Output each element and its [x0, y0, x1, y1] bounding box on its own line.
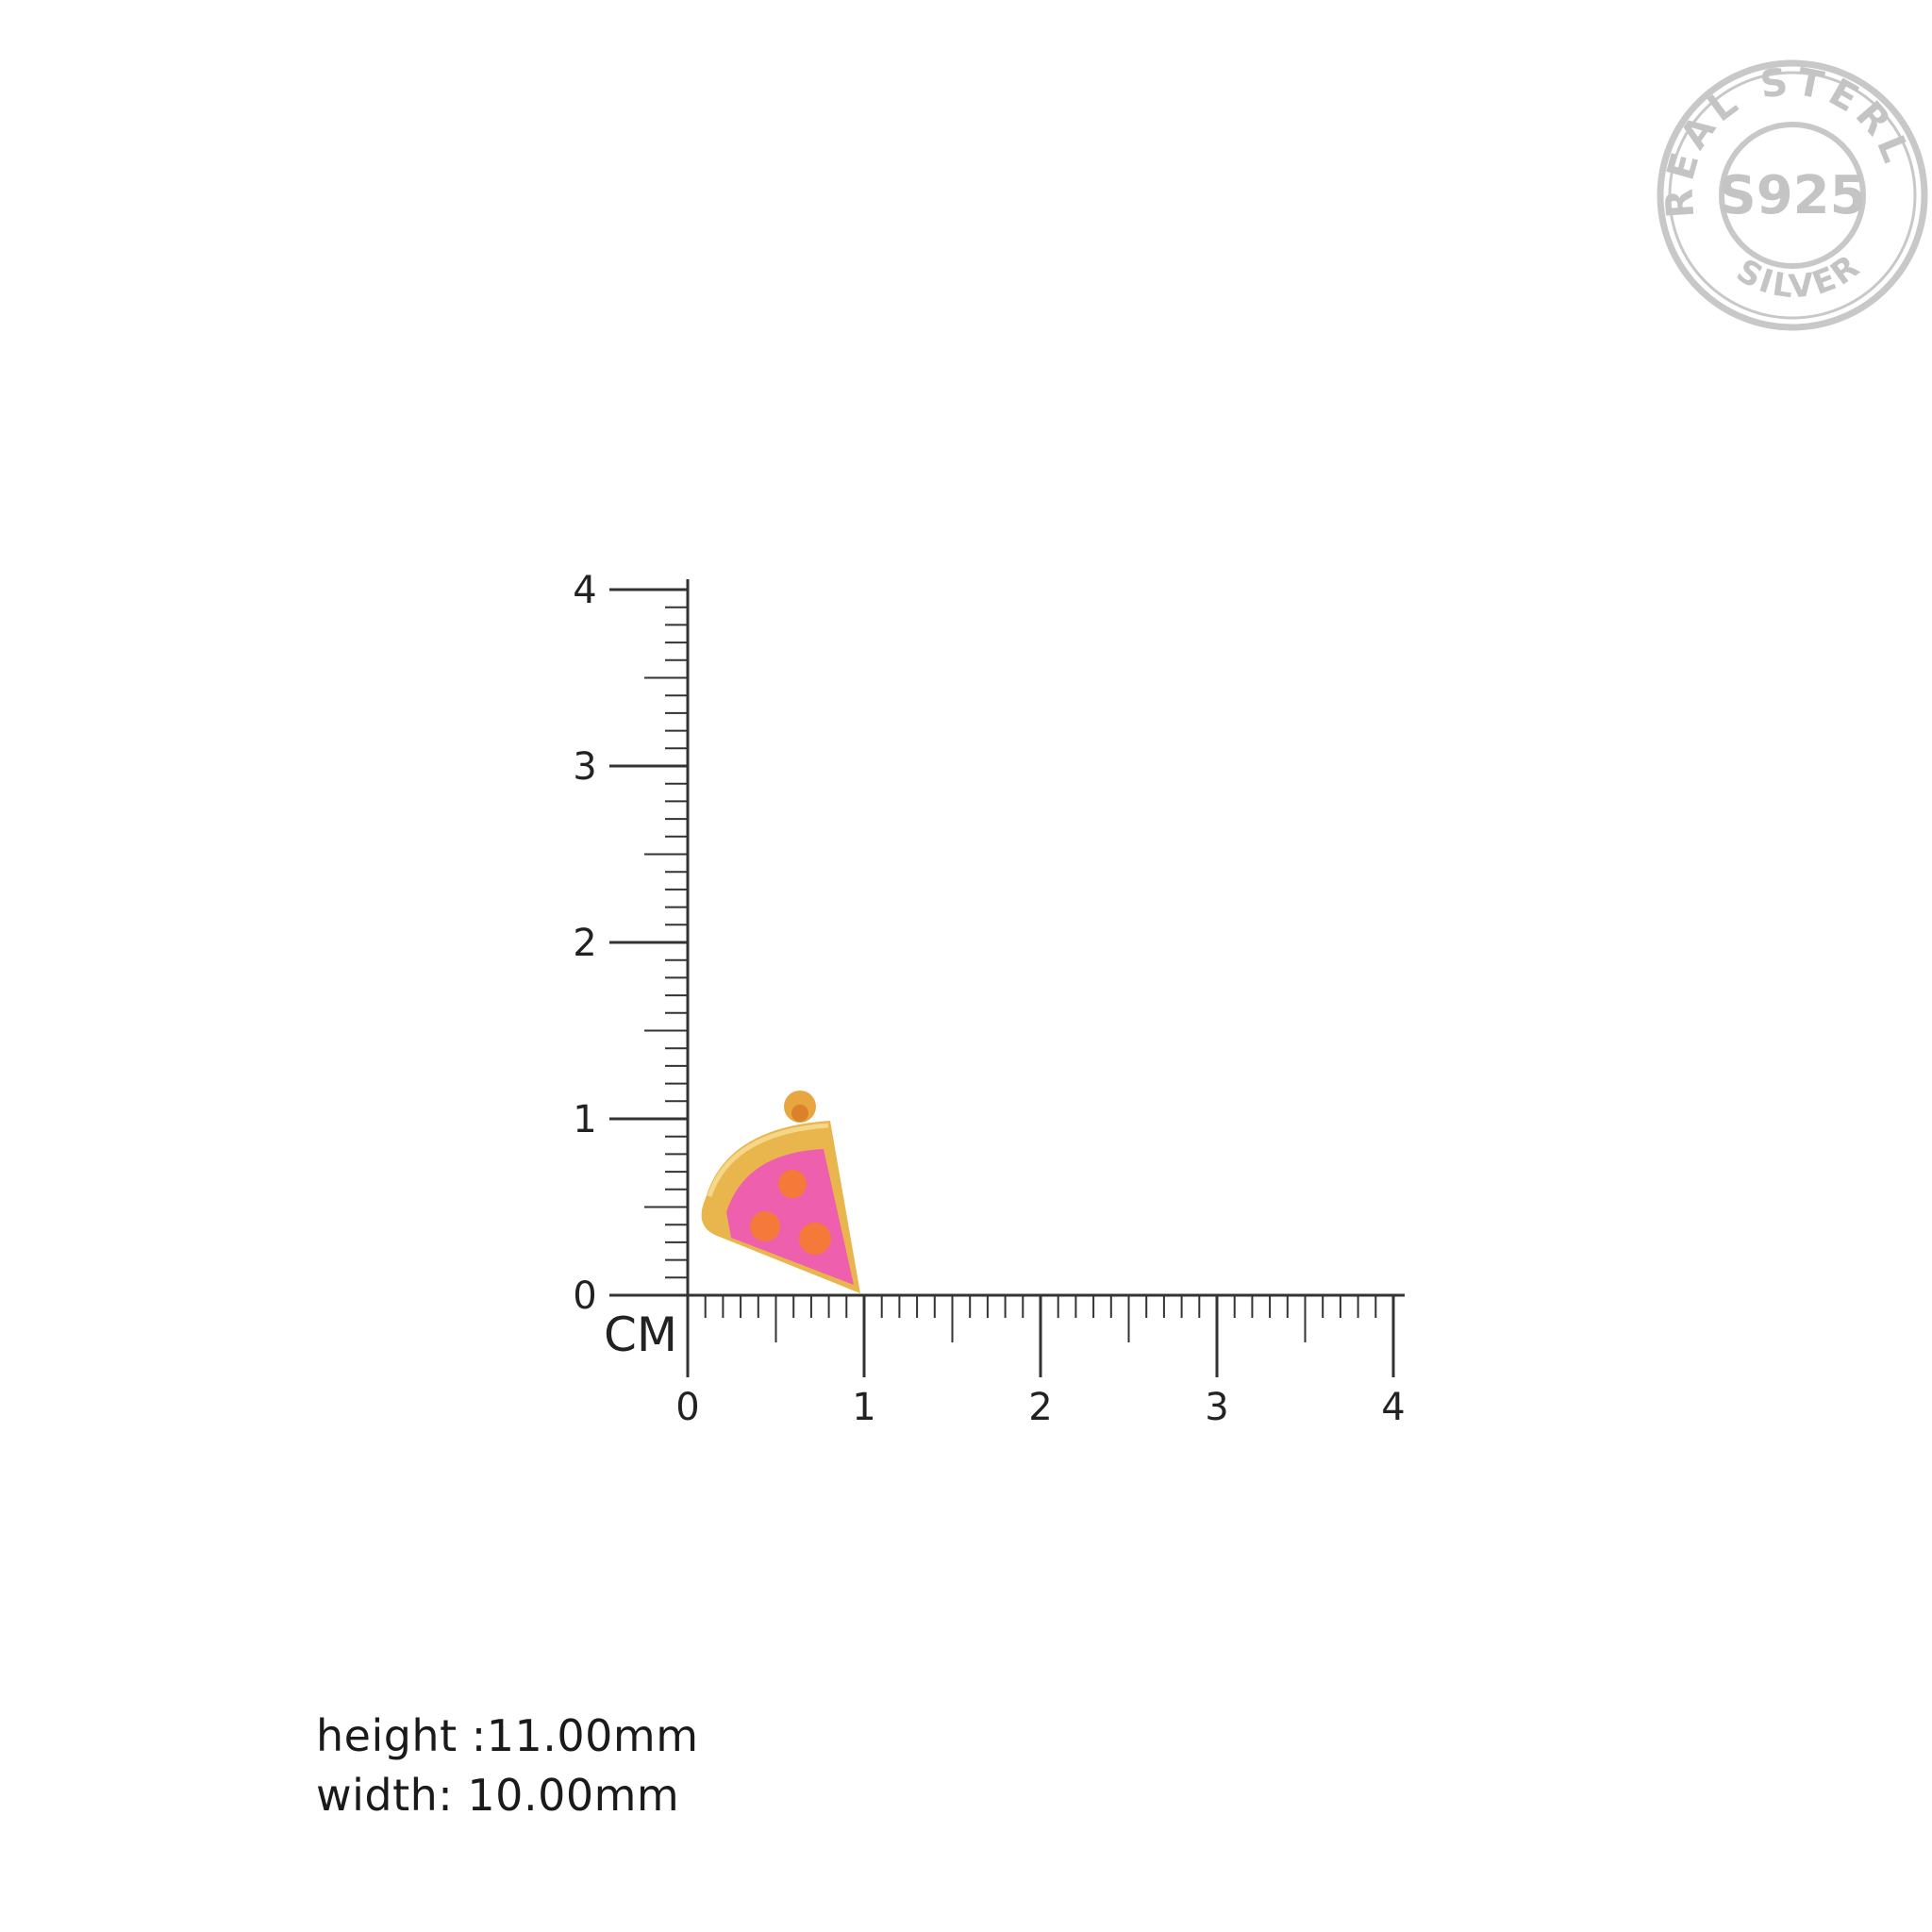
x-tick-label: 4 [1381, 1386, 1405, 1429]
x-tick-label: 3 [1205, 1386, 1228, 1429]
sterling-silver-stamp: REAL STERLING SILVER S925 [0, 0, 1928, 331]
stamp-top-text: REAL STERLING [0, 0, 1920, 220]
unit-label: CM [604, 1307, 677, 1362]
y-tick-label: 4 [573, 569, 596, 612]
y-tick-label: 1 [573, 1098, 596, 1141]
height-dimension-text: height :11.00mm [316, 1710, 699, 1761]
y-tick-label: 3 [573, 745, 596, 789]
stamp-center-text: S925 [1718, 165, 1866, 226]
x-tick-label: 1 [852, 1386, 875, 1429]
x-tick-label: 0 [675, 1386, 699, 1429]
width-dimension-text: width: 10.00mm [316, 1770, 680, 1821]
cm-ruler: 0 1 2 3 4 0 1 2 3 4 CM [573, 569, 1405, 1429]
stamp-bottom-text: SILVER [1730, 246, 1869, 306]
pizza-slice-pendant-image [701, 1091, 860, 1293]
y-tick-label: 2 [573, 922, 596, 965]
x-tick-label: 2 [1028, 1386, 1052, 1429]
y-tick-label: 0 [573, 1274, 596, 1318]
